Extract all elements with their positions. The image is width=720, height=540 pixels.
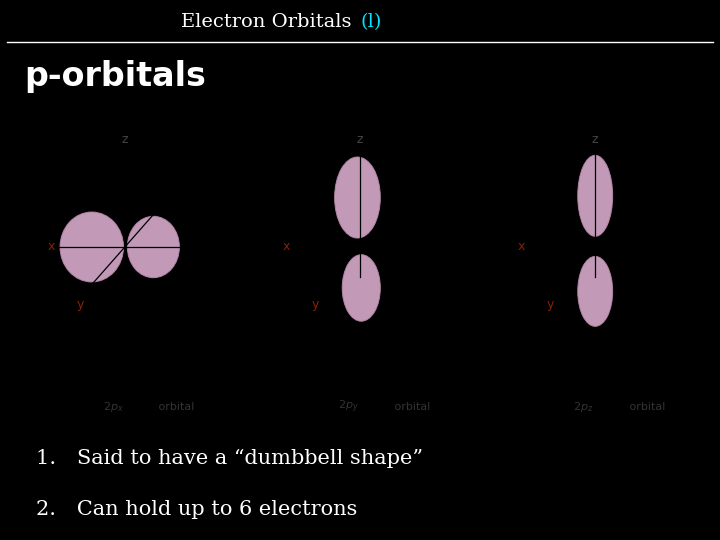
Ellipse shape (342, 255, 380, 321)
Text: (l): (l) (360, 13, 382, 31)
Text: orbital: orbital (626, 402, 665, 411)
Ellipse shape (577, 156, 613, 237)
Ellipse shape (127, 217, 179, 278)
Ellipse shape (335, 157, 380, 238)
Text: z: z (122, 133, 128, 146)
Text: x: x (518, 240, 526, 253)
Text: orbital: orbital (156, 402, 194, 411)
Text: p-orbitals: p-orbitals (24, 60, 206, 93)
Text: $2p_z$: $2p_z$ (573, 400, 593, 414)
Text: Electron Orbitals: Electron Orbitals (181, 13, 358, 31)
Text: $2p_x$: $2p_x$ (103, 400, 123, 414)
Text: x: x (48, 240, 55, 253)
Text: $2p_y$: $2p_y$ (338, 399, 359, 415)
Text: 1. Said to have a “dumbbell shape”: 1. Said to have a “dumbbell shape” (36, 449, 423, 468)
Text: y: y (76, 298, 84, 311)
Text: x: x (283, 240, 290, 253)
Text: 2. Can hold up to 6 electrons: 2. Can hold up to 6 electrons (36, 501, 357, 519)
Text: orbital: orbital (390, 402, 430, 411)
Ellipse shape (60, 212, 124, 282)
Text: y: y (547, 298, 554, 311)
Text: y: y (312, 298, 319, 311)
Ellipse shape (577, 256, 613, 326)
Text: z: z (592, 133, 598, 146)
Text: z: z (356, 133, 364, 146)
